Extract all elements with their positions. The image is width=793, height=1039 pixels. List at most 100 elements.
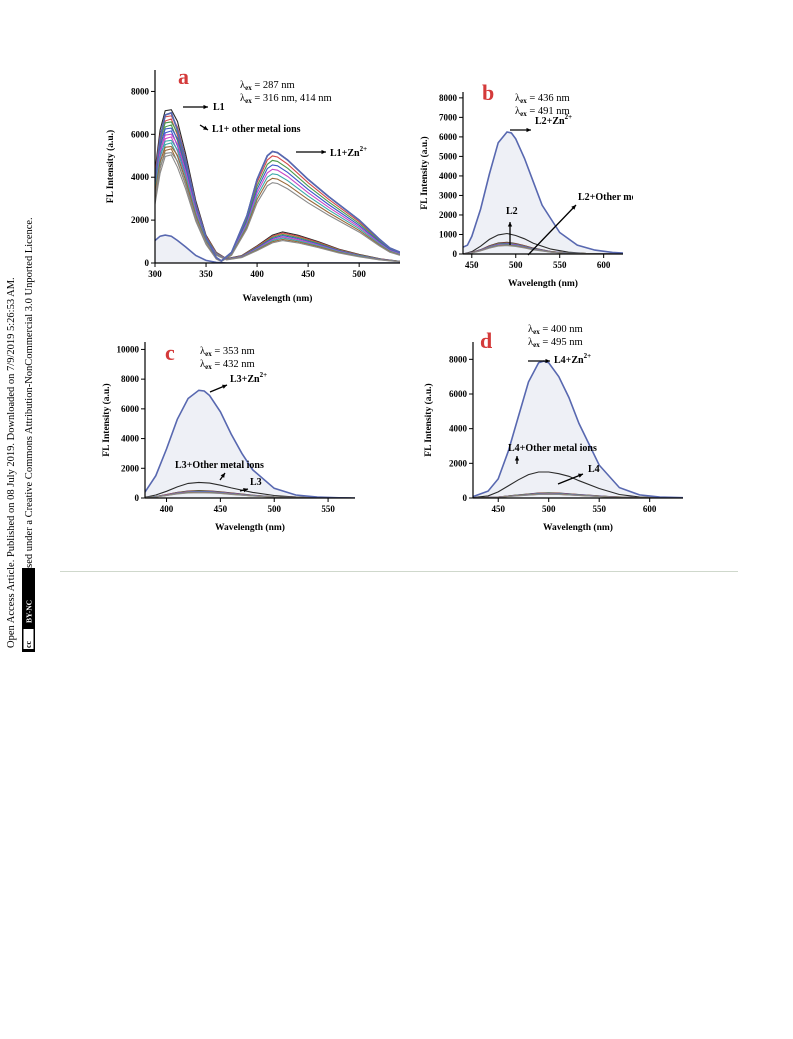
side-note-svg: Open Access Article. Published on 08 Jul… xyxy=(6,217,35,652)
side-note-line1: Open Access Article. Published on 08 Jul… xyxy=(6,277,17,648)
zn-curve-fill xyxy=(145,390,355,498)
excitation-label: λex = 353 nm xyxy=(200,346,255,358)
annotation-label: L1 xyxy=(213,102,225,113)
arrow-head-icon xyxy=(578,473,583,478)
y-tick-label: 8000 xyxy=(449,354,468,364)
x-tick-label: 300 xyxy=(148,269,162,279)
panel-letter-c: c xyxy=(165,340,175,365)
y-tick-label: 7000 xyxy=(439,112,458,122)
plot-area xyxy=(473,360,683,498)
y-tick-label: 4000 xyxy=(121,434,140,444)
annotation-label: L4 xyxy=(588,464,600,475)
series-line-l1-zn2--7 xyxy=(155,154,400,263)
excitation-label: λex = 491 nm xyxy=(515,106,570,118)
series-line-l4-zn2- xyxy=(473,360,683,498)
section-divider xyxy=(60,571,738,572)
arrow-head-icon xyxy=(222,384,227,389)
axes-b: 450 500 550 6000100020003000400050006000700… xyxy=(439,92,623,270)
y-axis-title: FL Intensity (a.u.) xyxy=(419,136,430,209)
annotation-label: L1+ other metal ions xyxy=(212,124,301,135)
chart-svg-b: 450 500 550 6000100020003000400050006000700… xyxy=(419,80,667,289)
arrow-head-icon xyxy=(220,473,225,478)
x-tick-label: 550 xyxy=(553,260,567,270)
arrow-head-icon xyxy=(203,104,208,110)
chart-panel-d: 450 500 550 600 0 2000 4000 6000 8000 Wavelength … xyxy=(418,322,688,552)
y-tick-label: 2000 xyxy=(131,215,150,225)
y-tick-label: 4000 xyxy=(449,424,468,434)
x-axis-title: Wavelength (nm) xyxy=(215,522,285,533)
x-axis-title: Wavelength (nm) xyxy=(243,293,313,304)
y-axis-title: FL Intensity (a.u.) xyxy=(423,383,434,456)
y-axis-title: FL Intensity (a.u.) xyxy=(101,383,112,456)
arrow-head-icon xyxy=(514,456,520,461)
side-note-line2: This article is licensed under a Creativ… xyxy=(24,217,35,648)
annotation-label: L2+Other metal ions xyxy=(578,192,633,203)
annotation-label: L3+Other metal ions xyxy=(175,460,264,471)
excitation-label: λex = 432 nm xyxy=(200,359,255,371)
excitation-label: λex = 400 nm xyxy=(528,324,583,336)
y-tick-label: 5000 xyxy=(439,151,458,161)
series-line-l1-other-metal-ions-7 xyxy=(155,152,400,263)
arrow-head-icon xyxy=(243,487,248,493)
arrow-head-icon xyxy=(545,358,550,364)
series-line-l2-zn2- xyxy=(463,131,623,254)
chart-svg-a: 300 350 400 450 500 0 2000 4000 6000 8000 Waveleng… xyxy=(105,64,400,304)
annotation-label: L3 xyxy=(250,477,262,488)
panel-letter-a: a xyxy=(178,64,189,89)
y-tick-label: 0 xyxy=(135,493,140,503)
annotation-label: L4+Zn2+ xyxy=(554,352,591,366)
cc-circle-bg xyxy=(23,629,34,649)
zn-curve-fill xyxy=(463,132,623,254)
y-tick-label: 4000 xyxy=(131,172,150,182)
arrow-head-icon xyxy=(321,149,326,155)
cc-logo-icon: cc xyxy=(24,640,33,648)
chart-svg-c: 400 450 500 550 0 2000 4000 6000 8000 10000 Wavele… xyxy=(101,340,355,533)
y-tick-label: 2000 xyxy=(449,458,468,468)
arrow-head-icon xyxy=(203,125,208,130)
series-line-l4-other-metal-ions-0 xyxy=(473,471,683,498)
chart-svg-d: 450 500 550 60002000400060008000Wavelength … xyxy=(423,324,683,533)
excitation-label: λex = 316 nm, 414 nm xyxy=(240,93,332,105)
license-badge[interactable]: cc BY-NC xyxy=(22,568,35,652)
y-tick-label: 0 xyxy=(145,258,150,268)
x-tick-label: 400 xyxy=(160,504,174,514)
y-tick-label: 3000 xyxy=(439,190,458,200)
chart-panel-a: 300 350 400 450 500 0 2000 4000 6000 8000 Waveleng… xyxy=(100,60,410,310)
chart-panel-c: 400 450 500 550 0 2000 4000 6000 8000 10000 Wavele… xyxy=(100,330,370,550)
excitation-label: λex = 436 nm xyxy=(515,93,570,105)
side-note: Open Access Article. Published on 08 Jul… xyxy=(0,0,50,700)
series-line-l1-zn2-main xyxy=(155,111,400,262)
x-tick-label: 600 xyxy=(643,504,657,514)
axes-c: 400 450 500 550 0 2000 4000 6000 8000 10000 xyxy=(117,342,355,514)
x-tick-label: 450 xyxy=(465,260,479,270)
y-tick-label: 2000 xyxy=(439,210,458,220)
y-tick-label: 0 xyxy=(453,249,458,259)
y-tick-label: 0 xyxy=(463,493,468,503)
zn-curve-fill xyxy=(155,235,400,263)
x-tick-label: 550 xyxy=(321,504,335,514)
arrow-head-icon xyxy=(571,205,576,210)
y-tick-label: 6000 xyxy=(131,129,150,139)
zn-curve-fill xyxy=(473,361,683,498)
x-tick-label: 600 xyxy=(597,260,611,270)
x-tick-label: 450 xyxy=(491,504,505,514)
x-tick-label: 500 xyxy=(267,504,281,514)
y-tick-label: 2000 xyxy=(121,463,140,473)
y-tick-label: 4000 xyxy=(439,171,458,181)
excitation-label: λex = 287 nm xyxy=(240,80,295,92)
x-tick-label: 450 xyxy=(301,269,315,279)
x-tick-label: 350 xyxy=(199,269,213,279)
annotation-label: L3+Zn2+ xyxy=(230,371,267,385)
y-tick-label: 6000 xyxy=(449,389,468,399)
annotation-label: L2+Zn2+ xyxy=(535,113,572,127)
series-line-l3-other-metal-ions-0 xyxy=(145,481,355,498)
chart-panel-b: 450 500 550 600 0 1000 2000 3000 4000 5000 6000 700… xyxy=(418,80,667,300)
x-axis-title: Wavelength (nm) xyxy=(543,522,613,533)
y-tick-label: 6000 xyxy=(439,132,458,142)
excitation-label: λex = 495 nm xyxy=(528,337,583,349)
x-tick-label: 500 xyxy=(542,504,556,514)
y-tick-label: 8000 xyxy=(121,374,140,384)
license-badge-text: BY-NC xyxy=(25,600,34,623)
annotation-label: L1+Zn2+ xyxy=(330,145,367,159)
